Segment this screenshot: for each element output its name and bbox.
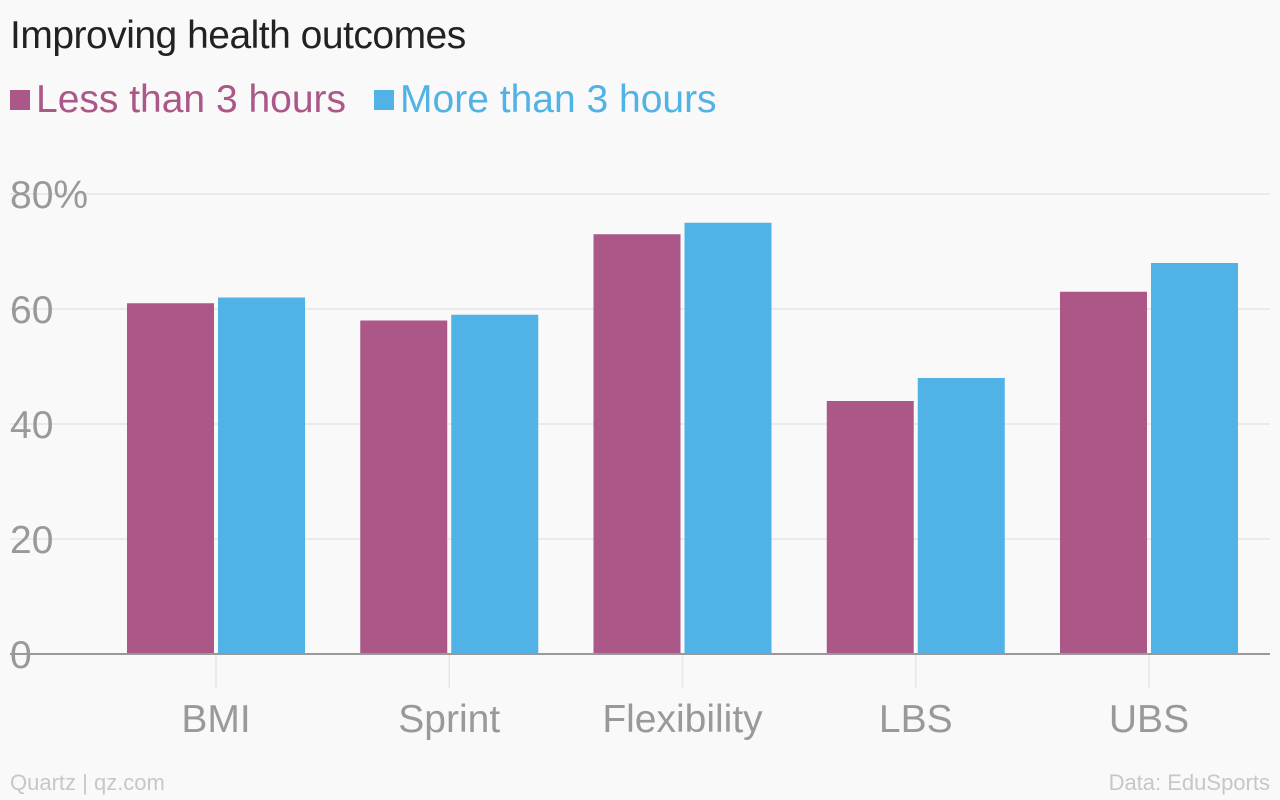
bar-sprint-series-2 bbox=[451, 314, 539, 654]
y-tick-label: 60 bbox=[10, 289, 53, 332]
legend-swatch-series-1 bbox=[10, 90, 30, 110]
bar-sprint-series-1 bbox=[360, 320, 448, 654]
legend-item-series-1: Less than 3 hours bbox=[10, 78, 346, 122]
y-tick-label: 0 bbox=[10, 634, 32, 677]
y-tick-label: 80% bbox=[10, 174, 88, 217]
x-tick-label: UBS bbox=[1109, 698, 1189, 741]
x-tick-label: Flexibility bbox=[602, 698, 763, 741]
x-tick-label: BMI bbox=[181, 698, 250, 741]
bar-ubs-series-2 bbox=[1151, 263, 1238, 654]
legend-label-series-1: Less than 3 hours bbox=[36, 78, 347, 121]
bar-lbs-series-1 bbox=[826, 401, 914, 654]
legend-label-series-2: More than 3 hours bbox=[400, 78, 717, 121]
footer-source-left: Quartz | qz.com bbox=[10, 770, 165, 795]
y-tick-label: 40 bbox=[10, 404, 53, 447]
bar-bmi-series-1 bbox=[127, 303, 214, 654]
bar-flexibility-series-2 bbox=[684, 222, 772, 654]
chart-title: Improving health outcomes bbox=[10, 14, 466, 57]
x-tick-label: Sprint bbox=[398, 698, 500, 741]
y-tick-label: 20 bbox=[10, 519, 53, 562]
legend-item-series-2: More than 3 hours bbox=[374, 78, 717, 122]
legend-swatch-series-2 bbox=[374, 90, 395, 110]
legend: Less than 3 hours More than 3 hours bbox=[10, 78, 745, 122]
bar-bmi-series-2 bbox=[218, 297, 305, 654]
bar-flexibility-series-1 bbox=[593, 234, 681, 654]
bar-ubs-series-1 bbox=[1060, 291, 1147, 654]
footer-source-right: Data: EduSports bbox=[1108, 770, 1270, 795]
x-tick-label: LBS bbox=[879, 698, 953, 741]
bar-lbs-series-2 bbox=[917, 378, 1005, 654]
